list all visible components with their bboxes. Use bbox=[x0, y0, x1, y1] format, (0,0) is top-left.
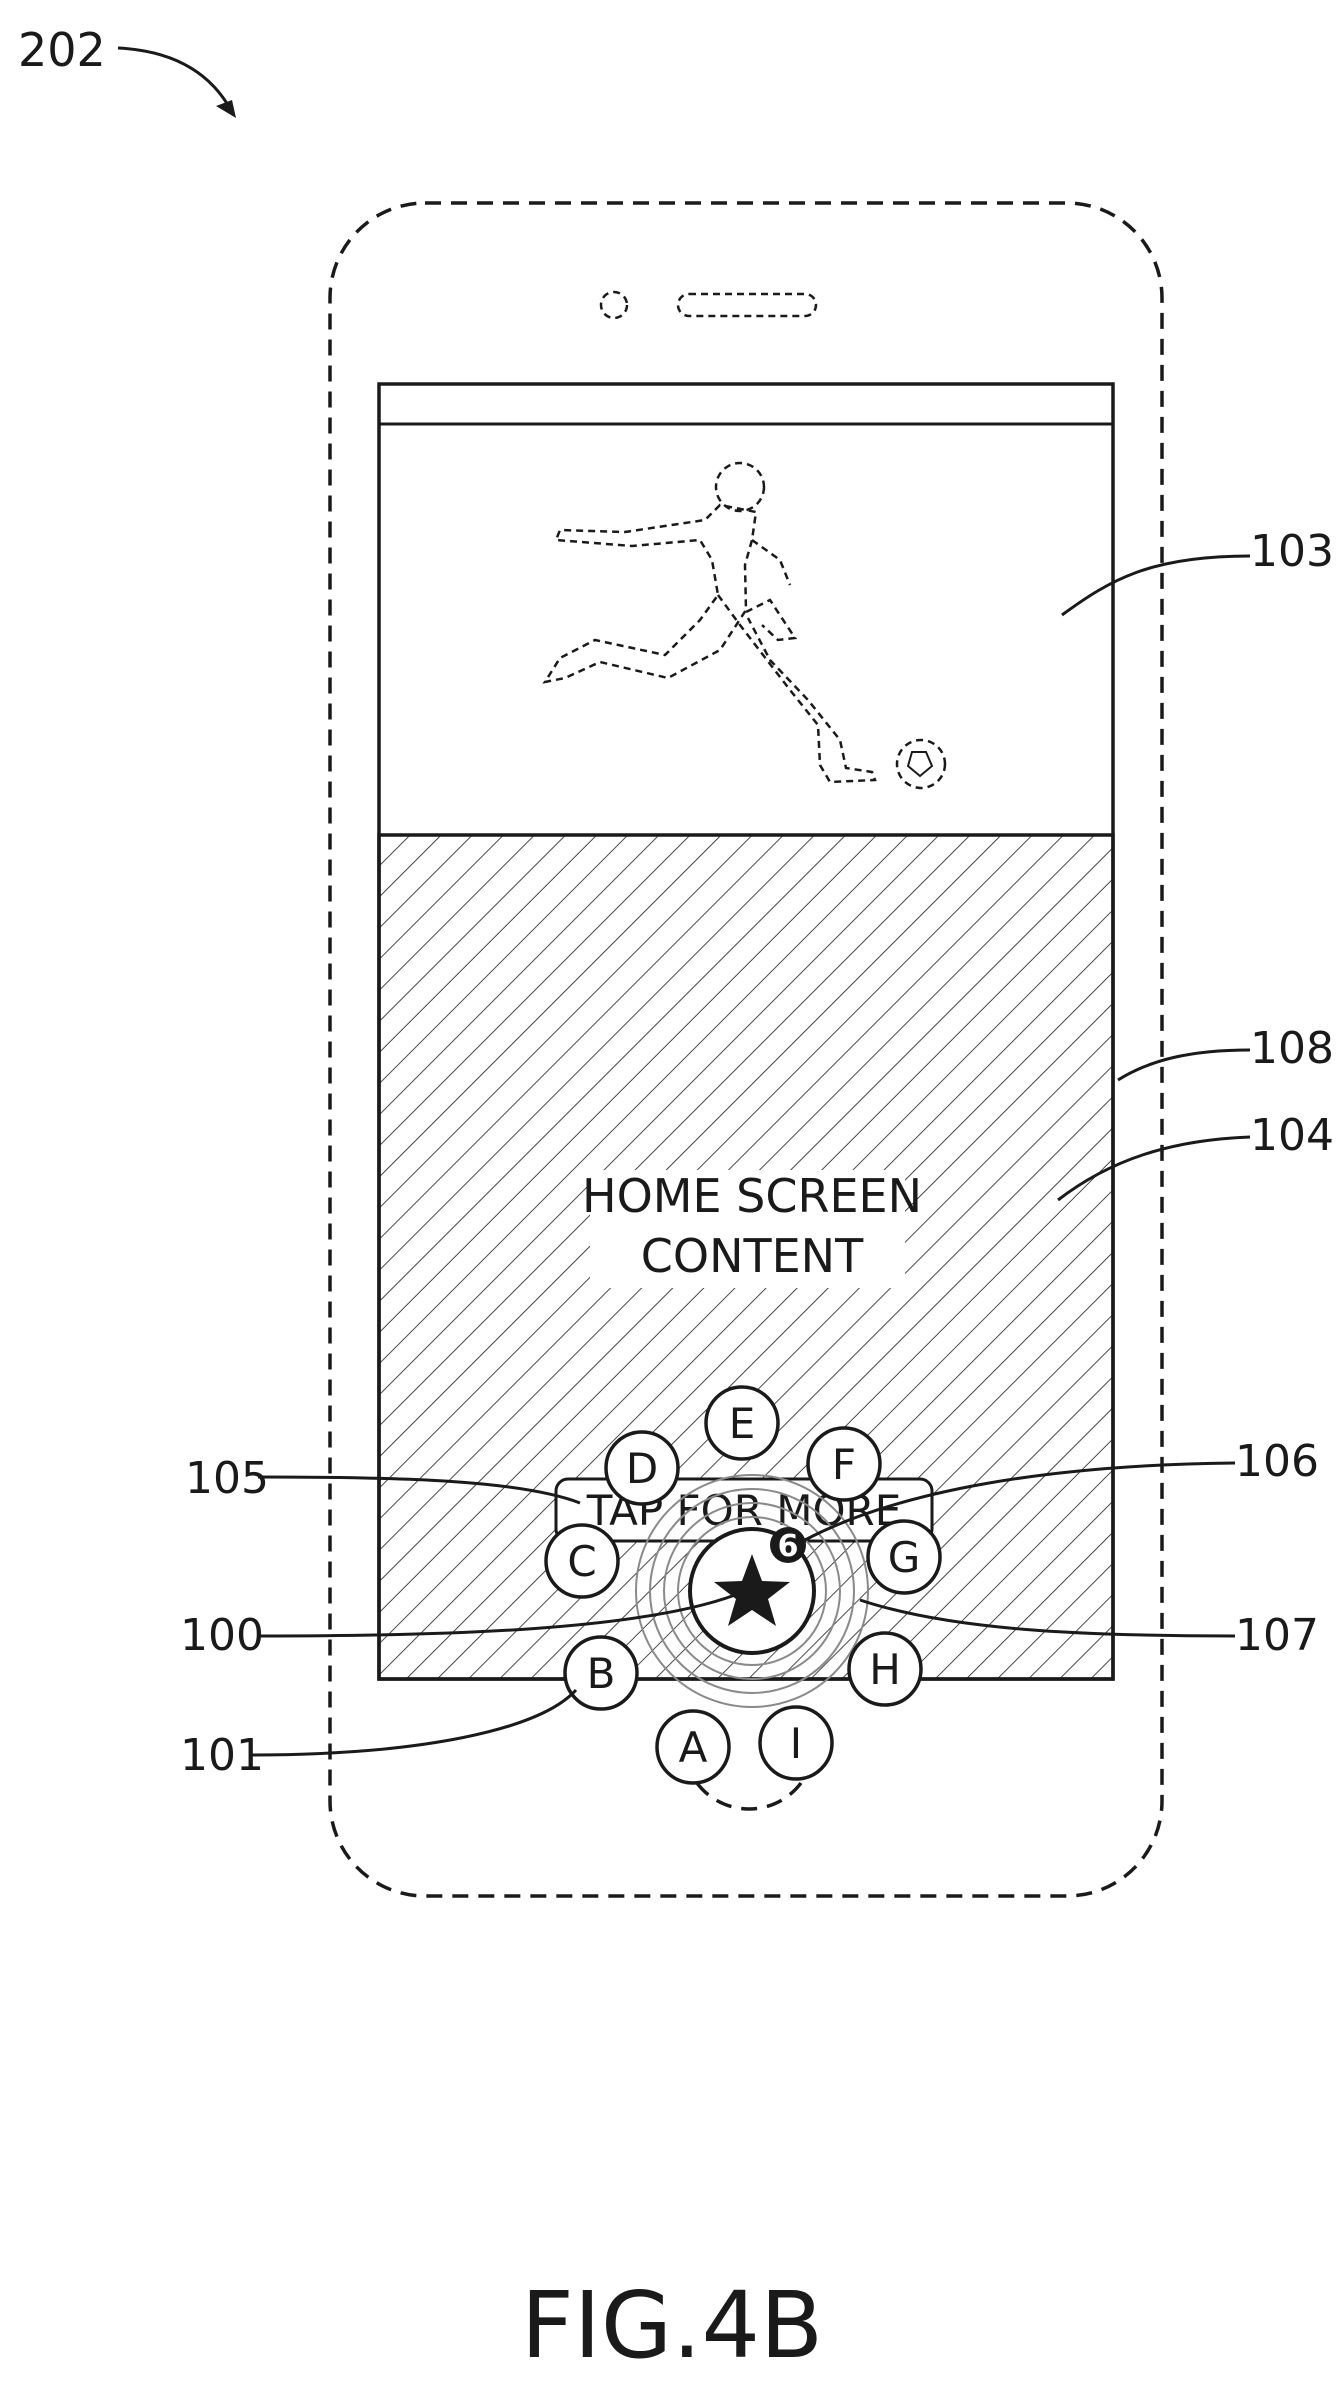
ref-108: 108 bbox=[1250, 1023, 1334, 1074]
ref-104: 104 bbox=[1250, 1110, 1334, 1161]
menu-button-i-label: I bbox=[790, 1719, 802, 1768]
menu-button-g[interactable]: G bbox=[868, 1521, 940, 1593]
speaker-grille bbox=[678, 294, 816, 316]
leader-103 bbox=[1062, 556, 1250, 615]
menu-button-c[interactable]: C bbox=[546, 1525, 618, 1597]
menu-button-d-label: D bbox=[626, 1444, 658, 1493]
menu-button-b-label: B bbox=[587, 1649, 616, 1698]
menu-button-h[interactable]: H bbox=[849, 1633, 921, 1705]
home-content-line1: HOME SCREEN bbox=[582, 1169, 922, 1223]
menu-button-a[interactable]: A bbox=[657, 1711, 729, 1783]
ref-107: 107 bbox=[1235, 1610, 1319, 1661]
leader-108 bbox=[1118, 1050, 1250, 1080]
menu-button-f[interactable]: F bbox=[808, 1428, 880, 1500]
menu-button-e-label: E bbox=[729, 1399, 756, 1448]
ref-103: 103 bbox=[1250, 526, 1334, 577]
ref-101: 101 bbox=[180, 1730, 264, 1781]
figure-id-arrowhead bbox=[216, 100, 236, 118]
figure-id-arrow bbox=[118, 48, 232, 112]
figure-caption: FIG.4B bbox=[521, 2272, 823, 2379]
home-content-line2: CONTENT bbox=[641, 1229, 864, 1283]
notification-count: 6 bbox=[778, 1529, 799, 1564]
soccer-ball-icon bbox=[897, 740, 945, 788]
leader-101 bbox=[250, 1690, 576, 1755]
menu-button-a-label: A bbox=[679, 1723, 708, 1772]
figure-id-label: 202 bbox=[18, 23, 106, 77]
menu-button-c-label: C bbox=[567, 1537, 596, 1586]
ref-106: 106 bbox=[1235, 1436, 1319, 1487]
menu-button-i[interactable]: I bbox=[760, 1707, 832, 1779]
ref-105: 105 bbox=[185, 1453, 269, 1504]
soccer-player-image bbox=[545, 463, 875, 782]
menu-button-b[interactable]: B bbox=[565, 1637, 637, 1709]
menu-button-d[interactable]: D bbox=[606, 1432, 678, 1504]
ref-100: 100 bbox=[180, 1610, 264, 1661]
menu-button-g-label: G bbox=[888, 1533, 921, 1582]
menu-button-f-label: F bbox=[832, 1440, 856, 1489]
menu-button-e[interactable]: E bbox=[706, 1387, 778, 1459]
menu-button-h-label: H bbox=[869, 1645, 901, 1694]
camera-icon bbox=[601, 292, 627, 318]
